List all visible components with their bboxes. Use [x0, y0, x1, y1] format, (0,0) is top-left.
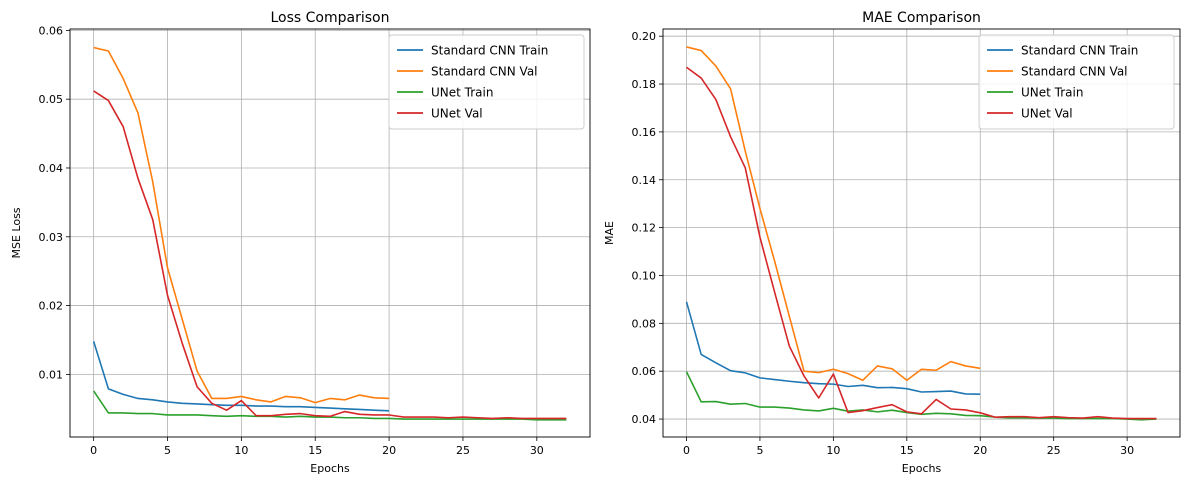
mae-y-tick-label: 0.14: [632, 174, 657, 187]
loss-series-standard-cnn-train: [92, 341, 390, 412]
loss-legend-label-unet-train: UNet Train: [431, 86, 493, 100]
loss-y-tick-label: 0.03: [39, 231, 64, 244]
mae-x-tick-label: 25: [1047, 444, 1061, 457]
mae-y-tick-label: 0.20: [632, 30, 657, 43]
loss-series-unet-val: [93, 90, 567, 420]
loss-y-tick-label: 0.06: [39, 24, 64, 37]
mae-y-tick-label: 0.04: [632, 413, 657, 426]
mae-series-standard-cnn-val: [686, 46, 981, 382]
loss-legend-label-standard-cnn-val: Standard CNN Val: [431, 65, 538, 79]
loss-x-tick-label: 25: [456, 444, 470, 457]
mae-x-tick-label: 0: [683, 444, 690, 457]
loss-comparison-chart: 0 5 10 15 20 25 30 0.01 0.02 0.03 0.04 0.05 0.06 Loss…: [10, 10, 591, 475]
mae-x-tick-label: 20: [973, 444, 987, 457]
mae-x-axis-label: Epochs: [902, 462, 942, 475]
loss-x-tick-label: 15: [308, 444, 322, 457]
mae-axes-frame: [662, 28, 1181, 438]
loss-y-tick-label: 0.02: [39, 300, 64, 313]
loss-y-tick-label: 0.04: [39, 162, 64, 175]
mae-legend: Standard CNN Train Standard CNN Val UNet T…: [978, 34, 1175, 130]
mae-y-tick-label: 0.12: [632, 222, 657, 235]
mae-y-axis-label: MAE: [603, 221, 616, 245]
loss-x-tick-label: 0: [90, 444, 97, 457]
mae-chart-title: MAE Comparison: [862, 10, 981, 26]
mae-x-tick-label: 10: [826, 444, 840, 457]
mae-y-tick-label: 0.16: [632, 126, 657, 139]
loss-axes-frame: [69, 28, 591, 438]
mae-y-tick-label: 0.06: [632, 365, 657, 378]
loss-x-tick-label: 5: [164, 444, 171, 457]
loss-legend-box: [388, 34, 585, 130]
loss-legend: Standard CNN Train Standard CNN Val UNet T…: [388, 34, 585, 130]
loss-y-tick-label: 0.05: [39, 93, 64, 106]
loss-legend-label-standard-cnn-train: Standard CNN Train: [431, 44, 548, 58]
loss-series-standard-cnn-val: [93, 46, 390, 404]
mae-y-tick-label: 0.08: [632, 317, 657, 330]
loss-legend-label-unet-val: UNet Val: [431, 107, 483, 121]
mae-comparison-chart: 0 5 10 15 20 25 30 0.04 0.06 0.08 0.10 0.12 0.14 0.16…: [603, 10, 1181, 475]
mae-legend-box: [978, 34, 1175, 130]
loss-x-axis-label: Epochs: [310, 462, 350, 475]
mae-x-tick-label: 30: [1120, 444, 1134, 457]
loss-chart-title: Loss Comparison: [271, 10, 390, 26]
loss-y-axis-label: MSE Loss: [10, 207, 23, 258]
mae-y-tick-label: 0.18: [632, 78, 657, 91]
mae-x-tick-label: 15: [900, 444, 914, 457]
loss-x-tick-label: 20: [382, 444, 396, 457]
mae-legend-label-standard-cnn-train: Standard CNN Train: [1021, 44, 1138, 58]
mae-x-tick-label: 5: [756, 444, 763, 457]
mae-series-standard-cnn-train: [685, 301, 981, 395]
loss-x-tick-label: 30: [530, 444, 544, 457]
mae-legend-label-standard-cnn-val: Standard CNN Val: [1021, 65, 1128, 79]
mae-legend-label-unet-train: UNet Train: [1021, 86, 1083, 100]
mae-legend-label-unet-val: UNet Val: [1021, 107, 1073, 121]
loss-x-tick-label: 10: [234, 444, 248, 457]
mae-y-tick-label: 0.10: [632, 269, 657, 282]
loss-y-tick-label: 0.01: [39, 368, 64, 381]
mae-series-unet-val: [686, 66, 1157, 420]
